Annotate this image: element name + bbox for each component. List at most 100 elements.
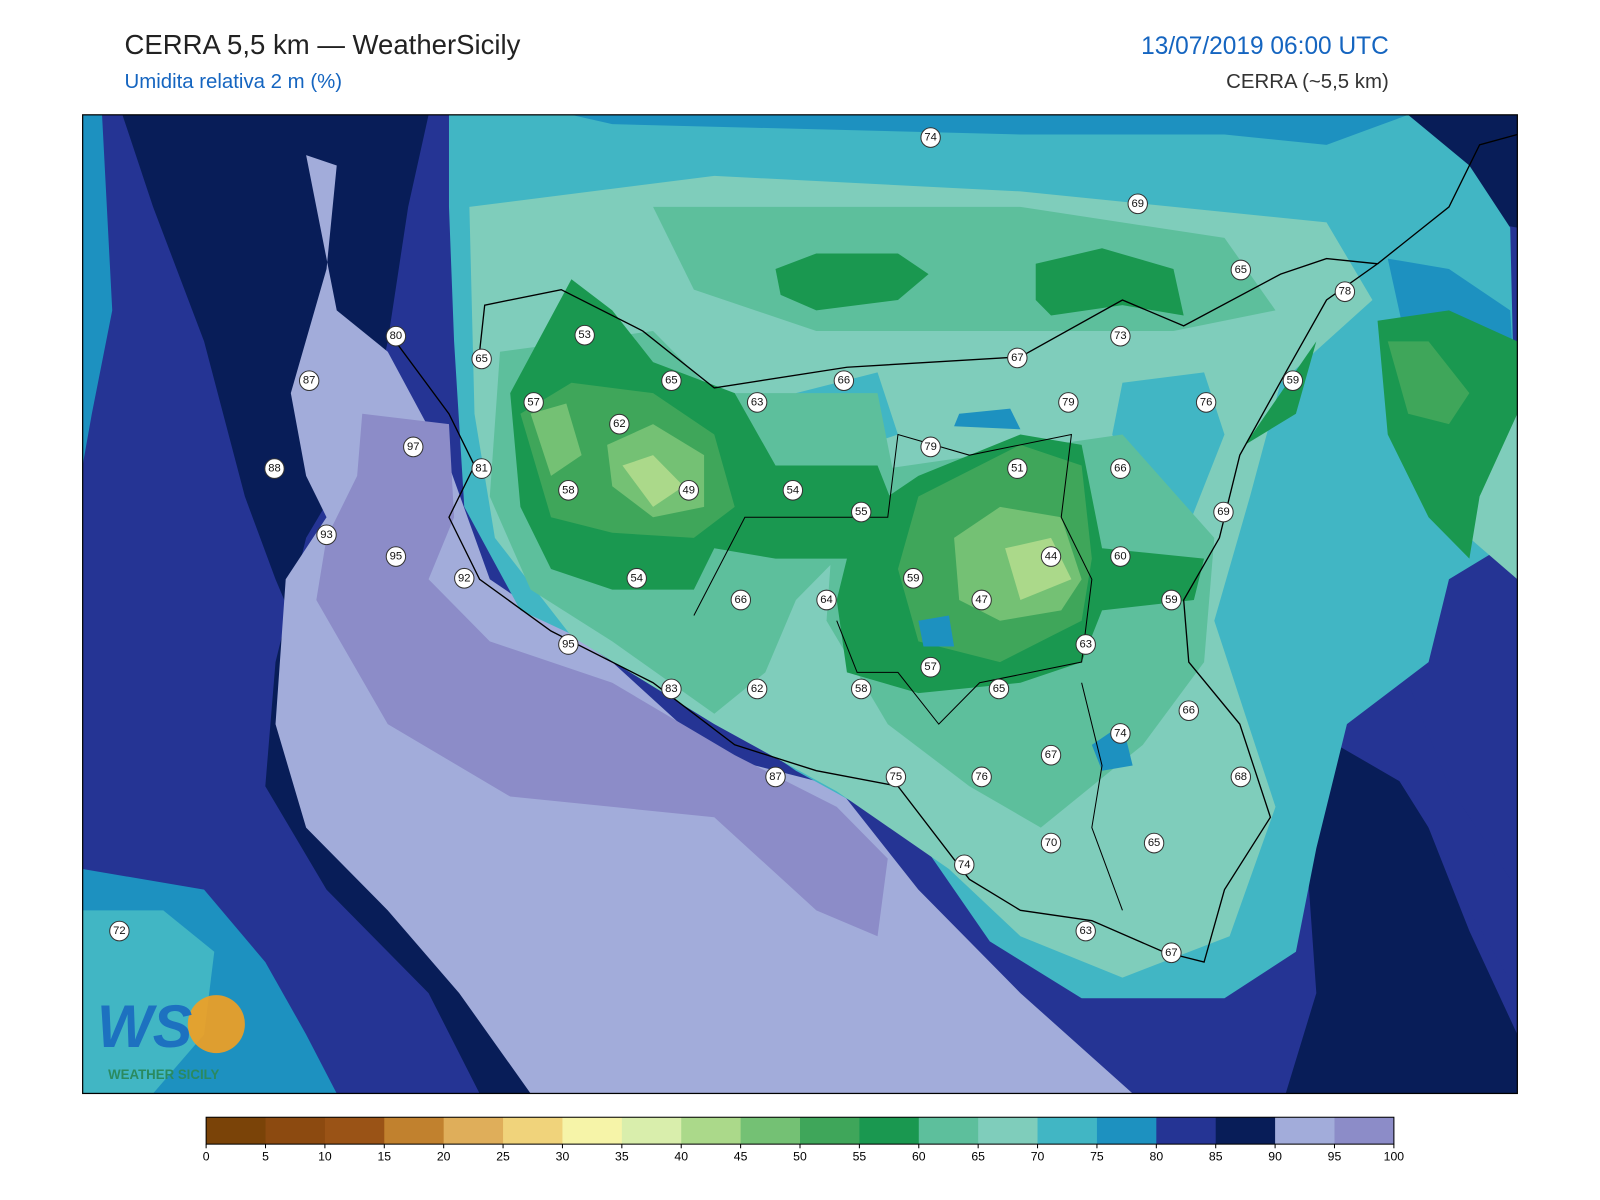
station-marker bbox=[1007, 347, 1028, 369]
station: 66 bbox=[1178, 700, 1199, 722]
station-marker bbox=[1110, 723, 1131, 744]
station: 69 bbox=[1127, 193, 1148, 215]
station-value: 76 bbox=[1200, 396, 1212, 408]
station-marker bbox=[1282, 370, 1304, 392]
colorbar-tick-label: 15 bbox=[377, 1150, 391, 1164]
logo-mark: WS bbox=[97, 993, 193, 1060]
station: 69 bbox=[1213, 501, 1234, 523]
station: 54 bbox=[626, 567, 647, 589]
station-marker bbox=[661, 370, 682, 392]
station: 65 bbox=[1143, 832, 1165, 854]
station: 58 bbox=[558, 480, 579, 501]
colorbar-segment bbox=[1334, 1117, 1395, 1145]
station-value: 47 bbox=[975, 594, 987, 606]
station-value: 60 bbox=[1114, 551, 1126, 563]
colorbar-segment bbox=[265, 1117, 326, 1145]
station: 67 bbox=[1040, 744, 1062, 766]
station-value: 59 bbox=[907, 572, 919, 584]
station-marker bbox=[1110, 325, 1131, 347]
station: 62 bbox=[746, 678, 768, 700]
station-marker bbox=[954, 854, 975, 876]
station: 55 bbox=[851, 501, 872, 523]
colorbar-segment bbox=[1037, 1117, 1098, 1145]
station: 95 bbox=[385, 546, 407, 567]
colorbar-segment bbox=[206, 1117, 267, 1145]
station-marker bbox=[1195, 392, 1217, 413]
station: 74 bbox=[1110, 723, 1131, 744]
colorbar-tick-label: 45 bbox=[734, 1150, 748, 1164]
station-marker bbox=[1075, 920, 1096, 942]
station-marker bbox=[1213, 501, 1234, 523]
colorbar-tick-label: 0 bbox=[203, 1150, 210, 1164]
station-marker bbox=[558, 634, 579, 655]
colorbar-tick-label: 80 bbox=[1150, 1150, 1164, 1164]
station-value: 65 bbox=[475, 353, 487, 365]
colorbar-tick-label: 60 bbox=[912, 1150, 926, 1164]
station-value: 81 bbox=[475, 463, 487, 475]
colorbar-tick-label: 100 bbox=[1384, 1150, 1405, 1164]
station-marker bbox=[1161, 589, 1182, 611]
station: 62 bbox=[609, 413, 630, 435]
station-value: 93 bbox=[320, 529, 332, 541]
colorbar-segment bbox=[1156, 1117, 1217, 1145]
station-value: 57 bbox=[527, 396, 539, 408]
station: 58 bbox=[851, 678, 872, 700]
station-marker bbox=[746, 678, 768, 700]
station-marker bbox=[471, 458, 492, 479]
station: 97 bbox=[403, 436, 424, 458]
station: 66 bbox=[1110, 458, 1131, 479]
station-value: 74 bbox=[1114, 727, 1126, 739]
logo-text: WEATHER SICILY bbox=[108, 1067, 219, 1082]
station-marker bbox=[920, 436, 941, 458]
station-marker bbox=[1040, 832, 1062, 854]
station: 81 bbox=[471, 458, 492, 479]
station: 59 bbox=[903, 567, 924, 589]
station: 95 bbox=[558, 634, 579, 655]
station: 80 bbox=[385, 325, 407, 347]
station-marker bbox=[851, 678, 872, 700]
station-marker bbox=[454, 567, 475, 589]
station-marker bbox=[574, 324, 595, 346]
station: 70 bbox=[1040, 832, 1062, 854]
station: 72 bbox=[109, 920, 130, 942]
station-value: 66 bbox=[1183, 705, 1195, 717]
station: 83 bbox=[661, 678, 682, 700]
colorbar-segment bbox=[978, 1117, 1039, 1145]
station: 65 bbox=[1230, 259, 1252, 281]
station: 67 bbox=[1161, 942, 1182, 964]
station-value: 66 bbox=[838, 375, 850, 387]
map-frame bbox=[82, 114, 1518, 1095]
colorbar-tick-label: 55 bbox=[853, 1150, 867, 1164]
station: 60 bbox=[1110, 546, 1131, 567]
station: 51 bbox=[1007, 458, 1028, 479]
colorbar-segment bbox=[859, 1117, 920, 1145]
station: 47 bbox=[971, 589, 992, 611]
colorbar-segment bbox=[443, 1117, 504, 1145]
station-marker bbox=[298, 370, 320, 392]
colorbar-tick-label: 85 bbox=[1209, 1150, 1223, 1164]
station-value: 59 bbox=[1287, 375, 1299, 387]
station-marker bbox=[109, 920, 130, 942]
station-value: 67 bbox=[1011, 352, 1023, 364]
station-value: 49 bbox=[683, 484, 695, 496]
colorbar-tick-label: 50 bbox=[793, 1150, 807, 1164]
station: 57 bbox=[523, 392, 544, 413]
station: 44 bbox=[1040, 546, 1062, 567]
station-value: 83 bbox=[665, 683, 677, 695]
station-marker bbox=[661, 678, 682, 700]
colorbar-tick-label: 95 bbox=[1328, 1150, 1342, 1164]
station-marker bbox=[1161, 942, 1182, 964]
station: 76 bbox=[971, 766, 992, 788]
station-marker bbox=[385, 546, 407, 567]
datetime: 13/07/2019 06:00 UTC bbox=[1141, 33, 1389, 60]
station-value: 57 bbox=[924, 661, 936, 673]
station-marker bbox=[1110, 458, 1131, 479]
station-value: 80 bbox=[390, 330, 402, 342]
station-value: 74 bbox=[958, 859, 970, 871]
station-value: 69 bbox=[1217, 506, 1229, 518]
station-marker bbox=[851, 501, 872, 523]
colorbar-segment bbox=[918, 1117, 979, 1145]
colorbar-segment bbox=[1275, 1117, 1335, 1145]
station: 53 bbox=[574, 324, 595, 346]
